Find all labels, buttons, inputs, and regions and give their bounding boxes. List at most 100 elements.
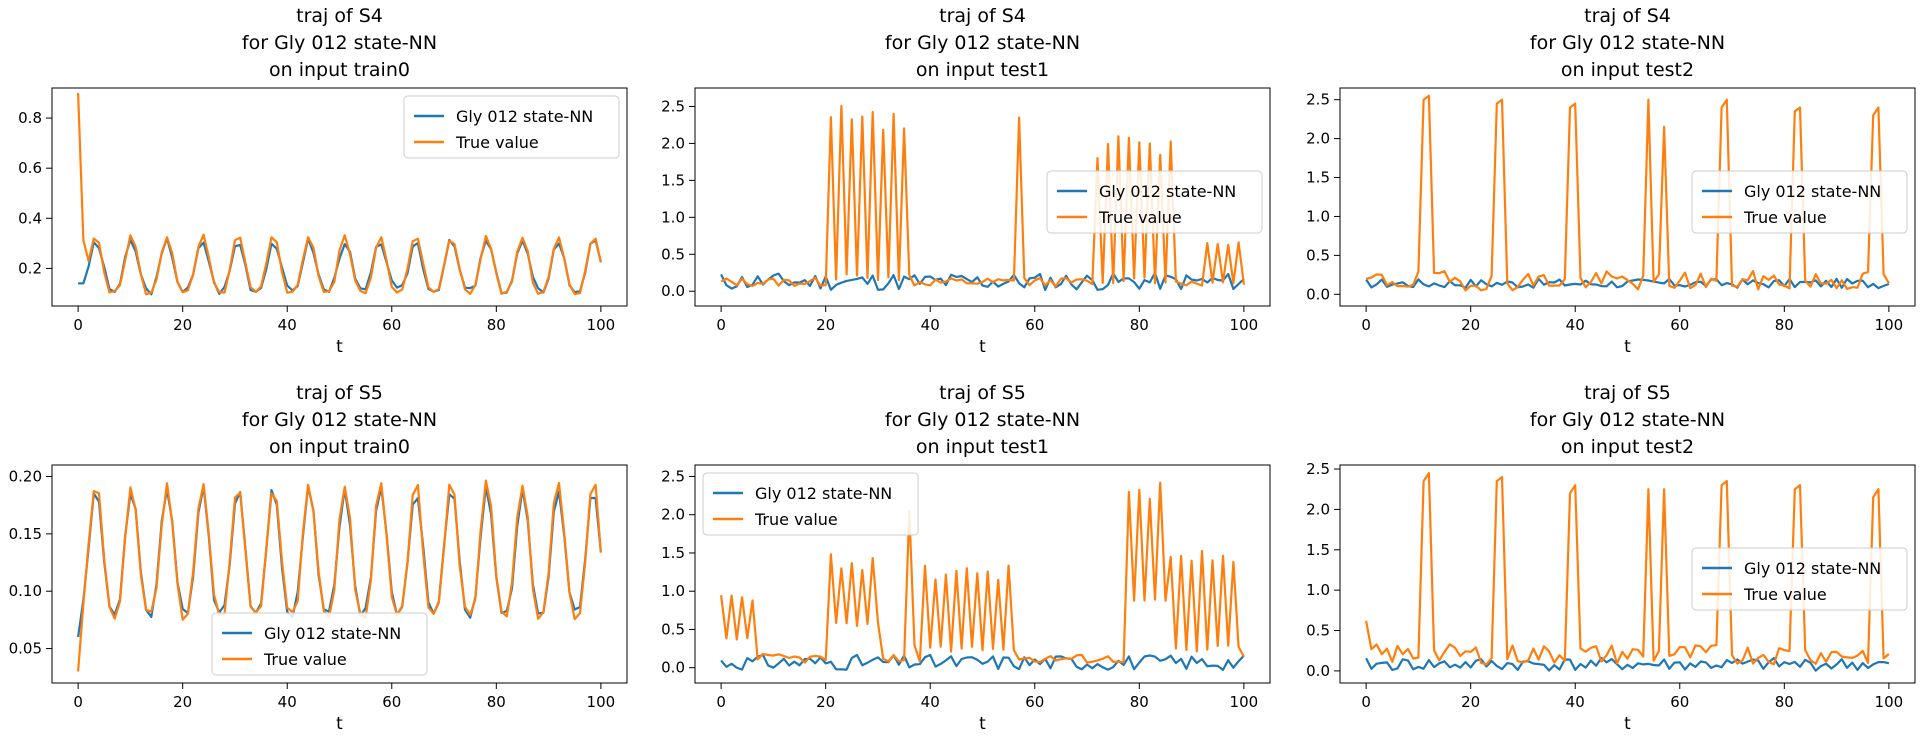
x-tick-label: 40	[1566, 693, 1585, 711]
subplot-title-line: traj of S5	[296, 382, 383, 404]
y-tick-label: 2.0	[661, 506, 685, 524]
legend-label: True value	[455, 133, 539, 152]
subplot-1: traj of S4 for Gly 012 state-NN on input t…	[18, 5, 628, 357]
series-line-true	[720, 104, 1245, 288]
x-tick-label: 60	[1025, 316, 1044, 334]
legend-label: Gly 012 state-NN	[1744, 559, 1881, 578]
subplot-title-line: traj of S4	[1584, 5, 1671, 27]
y-tick-label: 0.5	[661, 245, 685, 263]
subplot-title-line: on input test2	[1561, 59, 1694, 81]
x-tick-label: 0	[1361, 693, 1371, 711]
subplot-title-line: on input test1	[916, 436, 1049, 458]
subplot-title-line: traj of S4	[939, 5, 1026, 27]
subplot-2: traj of S4 for Gly 012 state-NN on input t…	[661, 5, 1271, 357]
x-tick-label: 80	[1130, 693, 1149, 711]
subplot-title-line: on input test1	[916, 59, 1049, 81]
x-tick-label: 60	[382, 316, 401, 334]
x-tick-label: 60	[1025, 693, 1044, 711]
x-tick-label: 60	[1670, 316, 1689, 334]
x-tick-label: 60	[382, 693, 401, 711]
x-tick-label: 40	[278, 316, 297, 334]
y-tick-label: 2.5	[661, 97, 685, 115]
y-tick-label: 0.05	[9, 640, 42, 658]
y-tick-label: 0.5	[661, 620, 685, 638]
series-line-true	[77, 479, 602, 672]
legend-label: Gly 012 state-NN	[1099, 182, 1236, 201]
y-tick-label: 0.0	[1306, 662, 1330, 680]
subplot-title-line: traj of S5	[1584, 382, 1671, 404]
axes-frame	[694, 464, 1271, 684]
subplot-5: traj of S5 for Gly 012 state-NN on input t…	[661, 382, 1271, 734]
series-line-true	[77, 92, 602, 296]
subplot-title-line: traj of S4	[296, 5, 383, 27]
x-tick-label: 80	[1130, 316, 1149, 334]
axes-frame	[51, 87, 628, 307]
x-tick-label: 20	[1461, 693, 1480, 711]
y-tick-label: 2.5	[1306, 91, 1330, 109]
legend: Gly 012 state-NN True value	[1691, 170, 1908, 234]
x-tick-label: 40	[278, 693, 297, 711]
legend-box	[1046, 170, 1263, 234]
axes-frame	[1339, 87, 1916, 307]
legend-label: True value	[1743, 585, 1827, 604]
subplot-title-line: for Gly 012 state-NN	[242, 32, 437, 54]
x-tick-label: 80	[1775, 693, 1794, 711]
legend-box	[211, 612, 428, 676]
y-tick-label: 0.4	[18, 209, 42, 227]
legend-label: True value	[1098, 208, 1182, 227]
x-axis-label: t	[1624, 337, 1631, 357]
y-tick-label: 1.5	[661, 171, 685, 189]
legend-label: Gly 012 state-NN	[456, 107, 593, 126]
y-tick-label: 0.5	[1306, 246, 1330, 264]
series-line-true	[720, 481, 1245, 664]
y-tick-label: 2.0	[1306, 500, 1330, 518]
subplot-title-line: on input test2	[1561, 436, 1694, 458]
x-tick-label: 80	[487, 316, 506, 334]
x-tick-label: 20	[173, 316, 192, 334]
y-tick-label: 0.0	[661, 659, 685, 677]
y-tick-label: 1.0	[661, 582, 685, 600]
x-axis-label: t	[979, 714, 986, 734]
axes-frame	[1339, 464, 1916, 684]
y-tick-label: 0.2	[18, 259, 42, 277]
legend: Gly 012 state-NN True value	[403, 95, 620, 159]
subplot-3: traj of S4 for Gly 012 state-NN on input t…	[1306, 5, 1916, 357]
legend-label: True value	[754, 510, 838, 529]
x-axis-label: t	[1624, 714, 1631, 734]
x-tick-label: 0	[73, 693, 83, 711]
y-tick-label: 1.5	[1306, 169, 1330, 187]
y-tick-label: 0.8	[18, 109, 42, 127]
y-tick-label: 0.15	[9, 525, 42, 543]
legend-box	[1691, 170, 1908, 234]
y-tick-label: 1.0	[1306, 207, 1330, 225]
subplot-6: traj of S5 for Gly 012 state-NN on input t…	[1306, 382, 1916, 734]
x-tick-label: 0	[716, 316, 726, 334]
legend-label: True value	[1743, 208, 1827, 227]
subplot-4: traj of S5 for Gly 012 state-NN on input t…	[9, 382, 628, 734]
legend-label: Gly 012 state-NN	[264, 624, 401, 643]
x-tick-label: 20	[816, 693, 835, 711]
y-tick-label: 1.0	[1306, 581, 1330, 599]
y-tick-label: 1.0	[661, 208, 685, 226]
legend: Gly 012 state-NN True value	[1046, 170, 1263, 234]
y-tick-label: 0.0	[1306, 285, 1330, 303]
y-tick-label: 2.0	[1306, 130, 1330, 148]
x-tick-label: 100	[587, 316, 616, 334]
series-line-model	[1365, 656, 1890, 672]
y-tick-label: 1.5	[661, 544, 685, 562]
x-tick-label: 20	[173, 693, 192, 711]
y-tick-label: 2.5	[661, 467, 685, 485]
x-tick-label: 0	[73, 316, 83, 334]
series-line-model	[720, 271, 1245, 291]
x-tick-label: 20	[816, 316, 835, 334]
x-tick-label: 100	[1875, 693, 1904, 711]
x-tick-label: 40	[921, 316, 940, 334]
y-tick-label: 2.0	[661, 134, 685, 152]
axes-frame	[51, 464, 628, 684]
y-tick-label: 1.5	[1306, 541, 1330, 559]
legend-box	[1691, 547, 1908, 611]
y-tick-label: 0.0	[661, 282, 685, 300]
legend-box	[702, 472, 919, 536]
series-line-true	[1365, 472, 1890, 666]
